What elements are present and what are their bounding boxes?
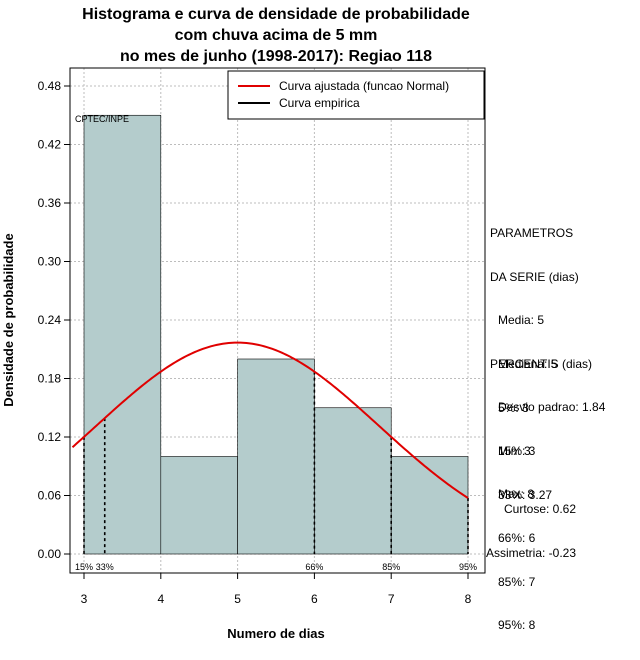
y-tick-label: 0.18 bbox=[38, 372, 62, 386]
x-tick-label: 5 bbox=[234, 592, 241, 606]
y-axis-label: Densidade de probabilidade bbox=[1, 233, 16, 406]
watermark: CPTEC/INPE bbox=[75, 114, 129, 124]
y-tick-label: 0.48 bbox=[38, 79, 62, 93]
percentile-label: 33% bbox=[96, 562, 114, 572]
x-tick-label: 4 bbox=[157, 592, 164, 606]
legend-box bbox=[227, 70, 485, 120]
percentile-label: 66% bbox=[305, 562, 323, 572]
histogram-bar bbox=[83, 114, 162, 555]
assimetria: Assimetria: -0.23 bbox=[486, 545, 577, 560]
title-line-3: no mes de junho (1998-2017): Regiao 118 bbox=[119, 48, 433, 65]
histogram-bar bbox=[237, 358, 315, 555]
pct-item: 85%: 7 bbox=[498, 574, 536, 589]
axes: 0.00 0.06 0.12 0.18 0.24 0.30 0.36 0.42 0.48 3 4 5 6… bbox=[38, 79, 472, 606]
percentile-label: 85% bbox=[382, 562, 400, 572]
shape-statistics: Curtose: 0.62 Assimetria: -0.23 bbox=[486, 473, 576, 575]
y-tick-label: 0.06 bbox=[38, 489, 62, 503]
pct-item: 66%: 6 bbox=[498, 531, 536, 545]
histogram-bar bbox=[314, 407, 392, 555]
params-header-2: DA SERIE (dias) bbox=[490, 269, 579, 284]
series-parameters: PARAMETROS DA SERIE (dias) Media: 5 Medi… bbox=[490, 197, 605, 516]
histogram-bar bbox=[160, 456, 238, 555]
x-axis-label: Numero de dias bbox=[227, 626, 325, 641]
x-tick-label: 6 bbox=[311, 592, 318, 606]
percentiles-list: PERCENTIS (dias) 5%: 3 15%: 3 33%: 3.27 … bbox=[490, 328, 592, 647]
y-tick-label: 0.36 bbox=[38, 196, 62, 210]
legend: Curva ajustada (funcao Normal) Curva emp… bbox=[227, 70, 485, 120]
title-line-2: com chuva acima de 5 mm bbox=[174, 27, 378, 44]
legend-normal-label: Curva ajustada (funcao Normal) bbox=[279, 79, 449, 93]
y-tick-label: 0.30 bbox=[38, 255, 62, 269]
percentile-lines: 15% 33% 66% 85% 95% bbox=[75, 371, 477, 572]
x-tick-label: 8 bbox=[465, 592, 472, 606]
param-mediana: Mediana: 5 bbox=[498, 356, 558, 371]
legend-empirical-label: Curva empirica bbox=[279, 96, 360, 110]
percentile-label: 95% bbox=[459, 562, 477, 572]
y-tick-label: 0.42 bbox=[38, 138, 62, 152]
pct-header: PERCENTIS (dias) bbox=[490, 357, 593, 371]
x-tick-label: 3 bbox=[81, 592, 88, 606]
param-min: Min: 3 bbox=[498, 443, 531, 458]
percentile-label: 15% bbox=[75, 562, 93, 572]
param-desvio: Desvio padrao: 1.84 bbox=[498, 400, 606, 414]
pct-item: 33%: 3.27 bbox=[498, 487, 553, 502]
pct-item: 95%: 8 bbox=[498, 618, 536, 632]
param-max: Max: 8 bbox=[498, 487, 535, 501]
histogram-bars bbox=[83, 114, 469, 555]
params-header-1: PARAMETROS bbox=[490, 226, 574, 240]
histogram-bar bbox=[390, 456, 469, 555]
y-tick-label: 0.00 bbox=[38, 547, 62, 561]
curtose: Curtose: 0.62 bbox=[503, 502, 577, 516]
param-media: Media: 5 bbox=[498, 313, 545, 327]
title-line-1: Histograma e curva de densidade de proba… bbox=[82, 6, 470, 23]
y-tick-label: 0.24 bbox=[38, 313, 62, 327]
y-tick-label: 0.12 bbox=[38, 430, 62, 444]
pct-item: 15%: 3 bbox=[498, 444, 536, 458]
x-tick-label: 7 bbox=[388, 592, 395, 606]
normal-curve bbox=[71, 341, 469, 499]
pct-item: 5%: 3 bbox=[498, 400, 529, 415]
chart-title: Histograma e curva de densidade de proba… bbox=[0, 4, 552, 67]
